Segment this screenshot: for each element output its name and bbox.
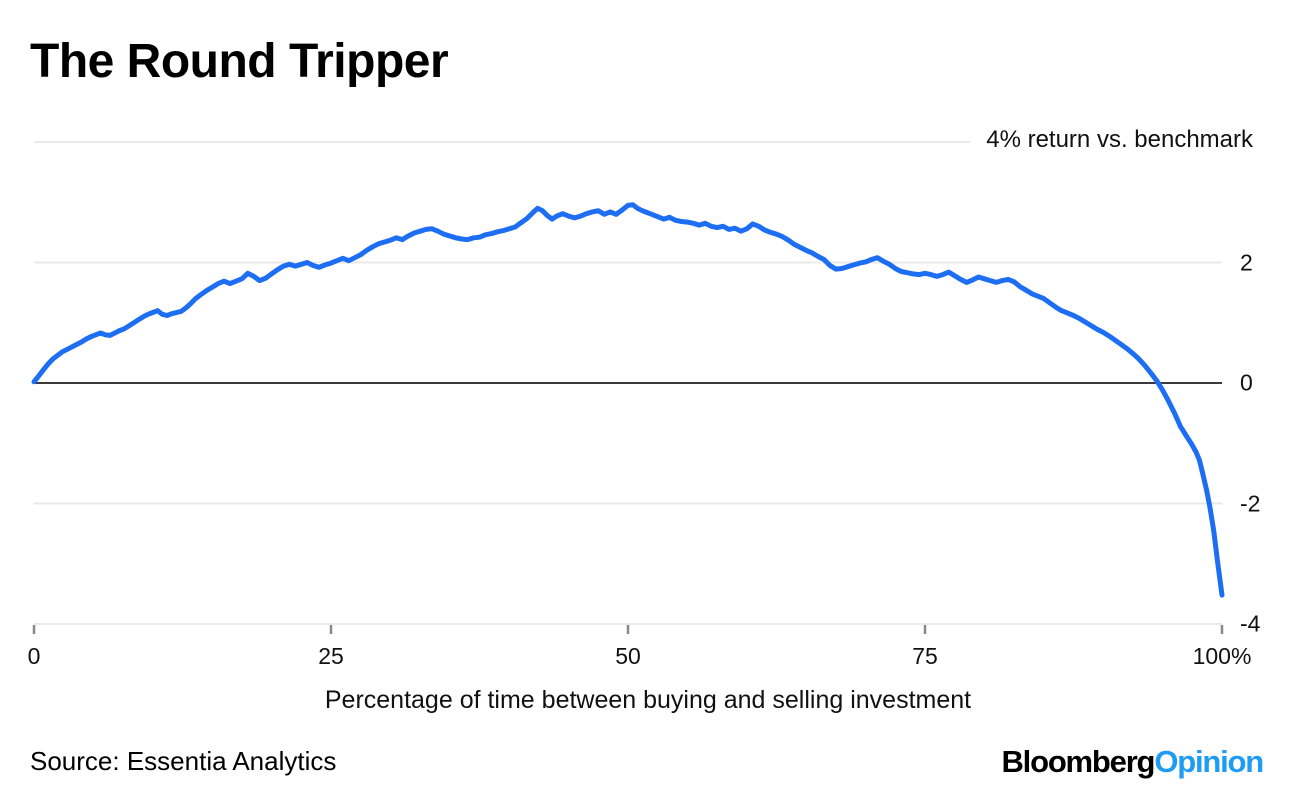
brand-logo: BloombergOpinion <box>1001 744 1264 780</box>
x-tick-label: 25 <box>318 643 344 669</box>
source-note: Source: Essentia Analytics <box>30 746 337 776</box>
x-tick-label: 100% <box>1192 643 1252 669</box>
y-tick-label: 0 <box>1240 369 1253 396</box>
y-tick-label: -2 <box>1240 490 1261 516</box>
chart-title: The Round Tripper <box>30 35 449 88</box>
x-tick-label: 0 <box>27 643 41 669</box>
y-axis-unit-label: 4% return vs. benchmark <box>986 126 1253 153</box>
logo-opinion-text: Opinion <box>1154 744 1264 779</box>
x-tick-label: 50 <box>615 643 641 669</box>
y-tick-label: -4 <box>1240 610 1261 637</box>
x-axis-caption: Percentage of time between buying and se… <box>324 686 972 714</box>
y-tick-label: 2 <box>1240 249 1253 275</box>
logo-bloomberg-text: Bloomberg <box>1001 744 1155 779</box>
x-tick-label: 75 <box>912 643 938 669</box>
return-vs-benchmark-line <box>31 202 1225 598</box>
